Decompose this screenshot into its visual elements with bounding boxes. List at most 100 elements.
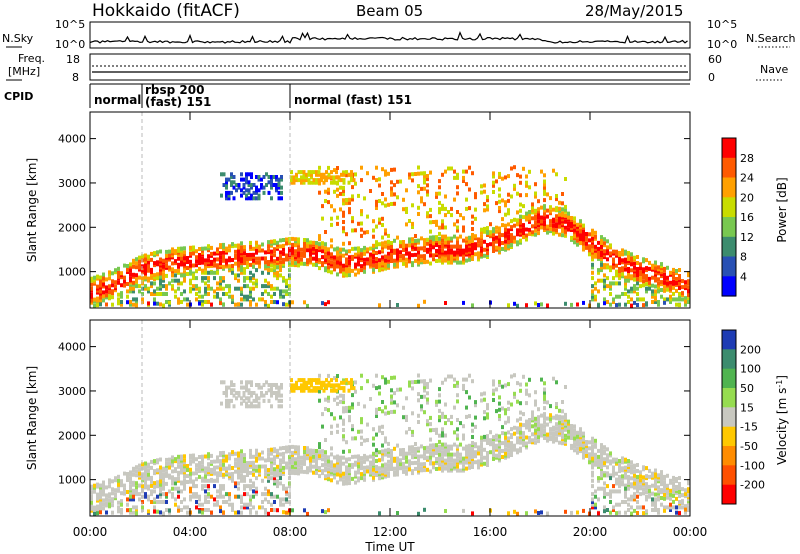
power-cell [240, 297, 243, 302]
power-cell [318, 165, 321, 170]
velocity-cell [654, 505, 657, 510]
power-cell [483, 229, 486, 234]
velocity-cell [459, 452, 462, 457]
velocity-cell [96, 492, 99, 497]
velocity-cell [381, 463, 384, 468]
velocity-cell [270, 393, 273, 398]
velocity-cell [222, 510, 225, 515]
power-cell [225, 190, 228, 195]
velocity-cell [330, 383, 333, 388]
power-cell [669, 270, 672, 275]
velocity-cell [99, 503, 102, 508]
power-cell [111, 283, 114, 288]
velocity-cell [624, 500, 627, 504]
velocity-cell [369, 397, 372, 401]
power-cell [342, 172, 346, 177]
power-cell [432, 253, 435, 258]
power-cell [399, 258, 402, 263]
velocity-cell [576, 450, 579, 455]
velocity-cell [276, 473, 279, 478]
power-cell [272, 183, 276, 187]
velocity-cell [657, 508, 660, 512]
power-cell [675, 288, 678, 293]
velocity-cell [537, 415, 540, 420]
power-cell [594, 230, 597, 235]
x-tick-label: 12:00 [373, 525, 408, 539]
power-cell [150, 284, 153, 289]
velocity-cell [120, 508, 123, 512]
velocity-cell [669, 502, 672, 507]
velocity-cell [204, 497, 207, 502]
power-cell [561, 207, 564, 212]
velocity-cell [420, 404, 423, 409]
power-cell [603, 281, 606, 286]
power-cell [249, 262, 252, 267]
power-cell [249, 289, 252, 294]
power-cell [591, 284, 594, 289]
power-cell [162, 292, 165, 296]
velocity-cell [294, 445, 297, 450]
velocity-cell [232, 388, 236, 393]
power-cell [325, 175, 328, 180]
velocity-cell [456, 436, 459, 441]
velocity-cell [492, 435, 495, 440]
power-cell [642, 303, 645, 308]
power-colorbar-swatch [722, 217, 736, 238]
power-cell [462, 179, 465, 183]
power-cell [396, 262, 399, 267]
power-cell [351, 219, 354, 224]
velocity-cell [162, 511, 165, 516]
velocity-cell [315, 388, 318, 393]
velocity-cell [546, 422, 549, 427]
velocity-cell [183, 497, 186, 502]
velocity-cell [426, 422, 429, 427]
velocity-cell [267, 468, 270, 472]
power-cell [231, 264, 234, 268]
velocity-cell [255, 468, 258, 473]
power-cell [231, 270, 234, 275]
power-cell [411, 237, 414, 242]
power-cell [225, 258, 228, 263]
velocity-cell [417, 420, 420, 424]
velocity-cell [654, 508, 657, 512]
power-cell [324, 266, 327, 271]
velocity-cell [99, 491, 102, 496]
power-cell [159, 281, 162, 286]
power-cell [591, 236, 594, 241]
power-cell [147, 286, 150, 291]
power-cell [585, 241, 588, 246]
velocity-cell [453, 430, 456, 435]
power-cell [528, 185, 531, 190]
power-cell [687, 271, 690, 276]
velocity-cell [531, 416, 534, 421]
velocity-cell [255, 448, 258, 453]
power-cell [477, 237, 480, 242]
y-tick-label: 2000 [58, 221, 86, 234]
velocity-cell [336, 429, 339, 434]
velocity-cell [480, 442, 483, 447]
velocity-cell [231, 502, 234, 507]
velocity-cell [324, 397, 327, 402]
velocity-cell [249, 508, 252, 512]
power-cell [486, 251, 489, 255]
power-cell [141, 254, 144, 259]
velocity-cell [132, 494, 135, 499]
velocity-cell [213, 502, 216, 507]
velocity-cell [468, 414, 471, 419]
power-cell [408, 219, 411, 223]
power-cell [235, 188, 238, 193]
power-cell [627, 267, 630, 271]
power-cell [597, 270, 600, 275]
velocity-cell [387, 463, 390, 468]
velocity-cell [105, 497, 108, 502]
velocity-cell [330, 430, 333, 435]
velocity-cell [543, 393, 546, 398]
velocity-cell [507, 452, 510, 457]
velocity-cell [237, 451, 240, 456]
power-cell [99, 302, 102, 307]
power-cell [333, 208, 336, 213]
velocity-cell [639, 484, 642, 489]
power-colorbar-swatch [722, 177, 736, 198]
velocity-cell [444, 414, 447, 419]
velocity-cell [423, 388, 426, 393]
